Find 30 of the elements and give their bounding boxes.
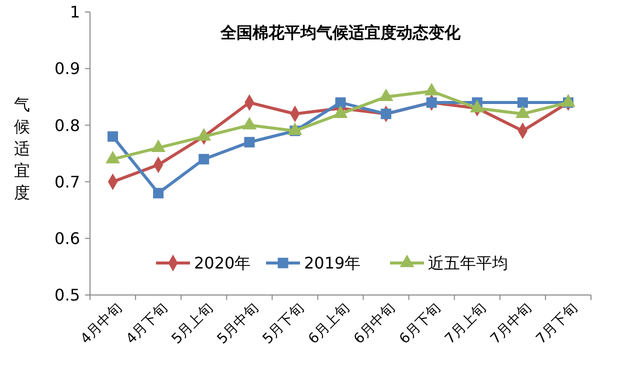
- legend-label: 近五年平均: [428, 254, 508, 273]
- y-tick-label: 0.5: [54, 286, 80, 305]
- x-tick-label: 7月中旬: [488, 300, 535, 348]
- y-tick-label: 0.7: [54, 172, 80, 192]
- point: [153, 188, 164, 198]
- x-tick-label: 5月下旬: [260, 300, 308, 348]
- point: [380, 108, 392, 120]
- point: [426, 97, 437, 108]
- x-tick-label: 7月下旬: [533, 300, 581, 348]
- text: 全国棉花平均气候适宜度动态变化: [220, 23, 462, 42]
- point: [244, 136, 255, 148]
- x-tick-label: 6月下旬: [396, 300, 444, 348]
- y-axis-title: 气候适宜度: [14, 95, 30, 202]
- y-tick-label: 0.9: [54, 59, 80, 78]
- x-tick-label: 5月上旬: [168, 300, 216, 348]
- x-tick-label: 4月中旬: [78, 300, 126, 348]
- x-tick-label: 6月上旬: [305, 300, 353, 348]
- x-tick-label: 7月上旬: [442, 300, 490, 348]
- x-tick-label: 4月下旬: [123, 300, 171, 348]
- y-tick-label: 0.6: [54, 229, 80, 248]
- x-tick-label: 6月中旬: [351, 300, 398, 348]
- x-tick-label: 5月中旬: [214, 300, 262, 348]
- legend-label: 2020年: [194, 254, 251, 273]
- y-tick-label: 0.8: [54, 116, 80, 135]
- point: [108, 131, 118, 142]
- y-tick-label: 1: [70, 2, 80, 22]
- point: [335, 97, 346, 108]
- point: [198, 154, 210, 164]
- legend-label: 2019年: [304, 254, 361, 273]
- point: [517, 97, 528, 108]
